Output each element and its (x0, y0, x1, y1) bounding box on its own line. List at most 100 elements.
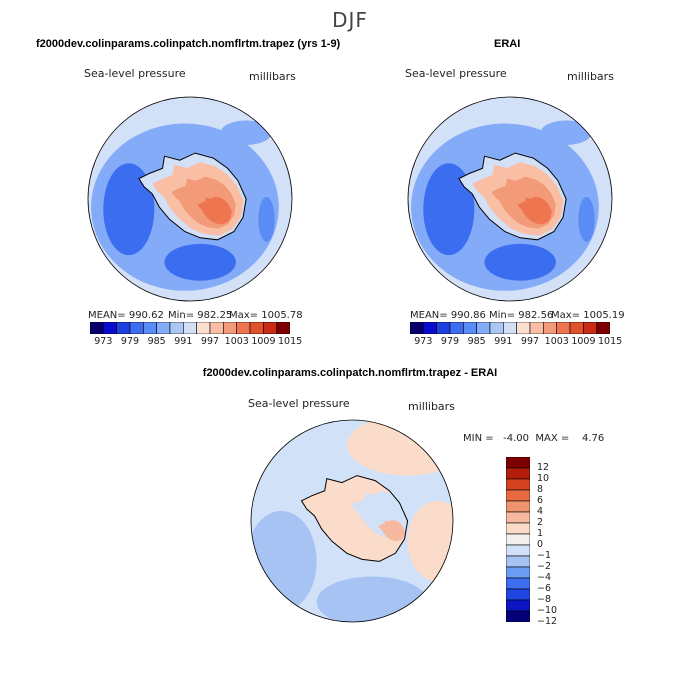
model-colorbar-swatch (169, 322, 184, 334)
diff-minmax: MIN = -4.00 MAX = 4.76 (463, 433, 605, 444)
diff-colorbar-swatch (506, 599, 530, 612)
diff-colorbar-swatch (506, 544, 530, 557)
model-colorbar-tick: 997 (200, 336, 220, 347)
erai-low-cell-s (484, 243, 556, 281)
erai-map-border (407, 96, 613, 302)
diff-colorbar-swatch (506, 610, 530, 622)
erai-mean: MEAN= 990.86 (410, 310, 486, 321)
diff-colorbar-tick: −6 (537, 583, 552, 594)
model-mean: MEAN= 990.62 (88, 310, 164, 321)
erai-low-cell-e (578, 196, 595, 242)
erai-low-cell-w (423, 163, 475, 256)
diff-pos-interior (378, 519, 405, 542)
model-colorbar-swatch (223, 322, 237, 334)
erai-colorbar-swatch (503, 322, 517, 334)
model-map-border (87, 96, 293, 302)
erai-colorbar-swatch (516, 322, 531, 334)
model-colorbar-swatch (116, 322, 131, 334)
model-colorbar-swatch (236, 322, 251, 334)
erai-colorbar-tick: 979 (440, 336, 460, 347)
model-panel-title: f2000dev.colinparams.colinpatch.nomflrtm… (36, 38, 341, 50)
diff-colorbar-tick: 8 (537, 484, 544, 495)
diff-colorbar-swatch (506, 489, 530, 502)
model-colorbar-tick: 1015 (278, 336, 303, 347)
diff-colorbar-swatch (506, 533, 530, 546)
diff-colorbar-tick: −12 (537, 616, 558, 627)
erai-low-cell-ne (540, 120, 592, 145)
erai-colorbar-swatch (436, 322, 451, 334)
diff-colorbar-swatch (506, 555, 530, 568)
diff-colorbar-tick: 2 (537, 517, 544, 528)
erai-colorbar-swatch (596, 322, 610, 334)
model-colorbar (90, 322, 290, 334)
erai-colorbar-tick: 997 (520, 336, 540, 347)
model-colorbar-tick: 991 (174, 336, 193, 347)
erai-min: Min= 982.56 (489, 310, 554, 321)
erai-colorbar-tick: 985 (467, 336, 486, 347)
diff-colorbar-tick: −1 (537, 550, 552, 561)
model-colorbar-swatch (249, 322, 264, 334)
model-colorbar-swatch (156, 322, 171, 334)
model-low-cell-s (164, 243, 236, 281)
diff-colorbar-tick: 1 (537, 528, 544, 539)
diff-colorbar-tick: 10 (537, 473, 550, 484)
diff-colorbar-swatch (506, 577, 530, 590)
diff-colorbar-swatch (506, 457, 530, 469)
model-colorbar-swatch (103, 322, 117, 334)
erai-colorbar-swatch (556, 322, 571, 334)
erai-colorbar-tick: 1003 (544, 336, 569, 347)
erai-max: Max= 1005.19 (551, 310, 625, 321)
model-colorbar-swatch (196, 322, 211, 334)
model-min: Min= 982.25 (168, 310, 233, 321)
model-low-cell-e (258, 196, 275, 242)
diff-colorbar-tick: 6 (537, 495, 544, 506)
model-low-cell-w (103, 163, 155, 256)
model-colorbar-swatch (276, 322, 290, 334)
erai-units-label: millibars (567, 70, 614, 83)
erai-panel-title: ERAI (494, 38, 521, 50)
erai-map-group (407, 96, 613, 302)
diff-units-label: millibars (408, 400, 455, 413)
diff-colorbar-swatch (506, 478, 530, 491)
erai-colorbar-swatch (463, 322, 477, 334)
model-colorbar-swatch (90, 322, 104, 334)
erai-colorbar-swatch (449, 322, 464, 334)
diff-colorbar-swatch (506, 511, 530, 524)
erai-colorbar-swatch (543, 322, 557, 334)
erai-colorbar-swatch (583, 322, 597, 334)
model-colorbar-swatch (263, 322, 277, 334)
diff-colorbar (506, 457, 530, 622)
diff-colorbar-swatch (506, 522, 530, 535)
diff-pos-e (407, 500, 453, 582)
model-map-group (87, 96, 293, 302)
model-low-cell-ne (220, 120, 272, 145)
erai-colorbar-tick: 973 (414, 336, 433, 347)
model-high-3 (197, 196, 232, 225)
model-colorbar-tick: 1003 (224, 336, 249, 347)
diff-colorbar-tick: −2 (537, 561, 552, 572)
diff-map-group (250, 419, 454, 623)
model-colorbar-swatch (129, 322, 144, 334)
diff-pos-ne (346, 420, 453, 476)
erai-colorbar-swatch (476, 322, 491, 334)
model-colorbar-tick: 979 (120, 336, 140, 347)
model-variable-label: Sea-level pressure (84, 67, 186, 80)
model-coastline (138, 152, 247, 241)
model-max: Max= 1005.78 (229, 310, 303, 321)
diff-colorbar-swatch (506, 500, 530, 513)
model-colorbar-tick: 985 (147, 336, 166, 347)
erai-variable-label: Sea-level pressure (405, 67, 507, 80)
erai-colorbar-swatch (529, 322, 544, 334)
erai-high-3 (517, 196, 552, 225)
erai-colorbar-tick: 1015 (598, 336, 623, 347)
erai-colorbar-tick: 991 (494, 336, 513, 347)
diff-colorbar-tick: 0 (537, 539, 544, 550)
diff-map-border (250, 419, 454, 623)
model-colorbar-tick: 973 (94, 336, 113, 347)
diff-colorbar-tick: −4 (537, 572, 552, 583)
diff-colorbar-tick: 12 (537, 462, 550, 473)
diff-colorbar-tick: −10 (537, 605, 558, 616)
erai-coastline (458, 152, 567, 241)
erai-colorbar-swatch (489, 322, 504, 334)
